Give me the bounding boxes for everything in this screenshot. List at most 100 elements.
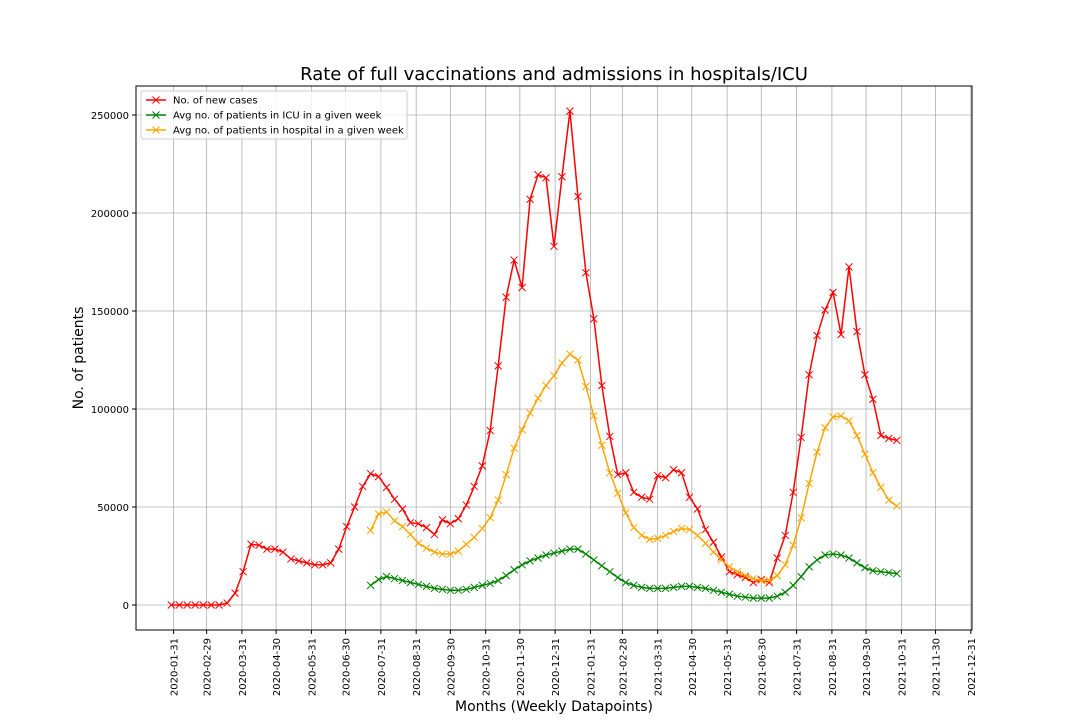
data-point: [869, 395, 877, 404]
x-tick-label: 2020-10-31: [482, 638, 493, 696]
y-tick-label: 100000: [91, 405, 129, 416]
data-point: [845, 263, 853, 271]
data-point: [374, 575, 383, 584]
data-point: [366, 581, 375, 590]
data-point: [398, 522, 407, 531]
data-point: [605, 468, 614, 477]
data-point: [302, 559, 311, 567]
data-point: [526, 409, 534, 417]
data-point: [693, 505, 702, 513]
data-point: [215, 601, 223, 609]
data-point: [191, 601, 200, 609]
data-point: [645, 584, 654, 593]
data-point: [709, 538, 718, 547]
data-point: [446, 550, 455, 558]
data-point: [454, 514, 463, 523]
data-point: [502, 571, 511, 580]
data-point: [326, 559, 335, 567]
legend-marker: [152, 126, 160, 134]
data-point: [829, 412, 837, 421]
plot-frame: [135, 85, 973, 631]
data-point: [566, 350, 574, 358]
data-point: [422, 523, 431, 532]
data-point: [574, 192, 582, 201]
data-point: [414, 519, 423, 528]
data-point: [494, 496, 503, 505]
data-point: [869, 468, 877, 477]
data-point: [892, 569, 901, 578]
data-point: [725, 562, 734, 571]
x-tick-label: 2020-03-31: [238, 638, 249, 696]
data-point: [797, 433, 806, 442]
y-tick-label: 200000: [91, 209, 129, 220]
x-tick-label: 2020-07-31: [377, 638, 388, 696]
data-point: [805, 479, 813, 488]
data-point: [438, 585, 447, 594]
x-axis-label: Months (Weekly Datapoints): [455, 699, 653, 715]
data-point: [781, 588, 790, 597]
data-point: [542, 381, 550, 390]
x-tick-label: 2021-11-30: [932, 638, 943, 696]
data-point: [398, 505, 407, 513]
data-point: [629, 581, 638, 590]
data-point: [430, 548, 439, 556]
data-point: [502, 293, 511, 302]
x-tick-label: 2021-04-30: [688, 638, 699, 696]
data-point: [653, 471, 662, 480]
data-point: [422, 544, 431, 553]
data-point: [773, 592, 782, 601]
data-point: [334, 545, 343, 554]
data-point: [661, 531, 670, 540]
x-tick-label: 2021-10-31: [897, 638, 908, 696]
data-point: [590, 556, 598, 564]
data-point: [199, 601, 208, 609]
data-point: [645, 535, 654, 544]
data-point: [318, 560, 327, 569]
data-point: [382, 483, 391, 492]
data-point: [550, 549, 558, 557]
data-point: [494, 576, 503, 585]
data-point: [382, 572, 391, 581]
data-point: [877, 567, 885, 576]
data-point: [861, 450, 869, 458]
data-point: [733, 567, 742, 576]
data-point: [845, 554, 853, 562]
y-tick-label: 50000: [97, 503, 129, 514]
legend-label: No. of new cases: [173, 96, 258, 107]
data-point: [255, 541, 263, 550]
data-point: [765, 594, 774, 603]
data-point: [542, 551, 550, 559]
legend-label: Avg no. of patients in hospital in a giv…: [173, 126, 404, 137]
data-point: [669, 465, 678, 474]
x-tick-label: 2020-01-31: [170, 638, 181, 696]
data-point: [590, 314, 598, 323]
data-point: [518, 283, 526, 292]
data-point: [342, 522, 351, 531]
data-point: [629, 488, 638, 497]
data-point: [797, 572, 806, 581]
data-point: [892, 436, 901, 445]
data-point: [749, 574, 758, 583]
data-point: [821, 551, 829, 559]
data-point: [486, 513, 495, 522]
data-point: [605, 432, 614, 441]
data-point: [789, 488, 798, 497]
data-point: [183, 601, 192, 609]
data-point: [247, 540, 255, 549]
data-point: [621, 509, 630, 517]
data-point: [597, 561, 606, 570]
data-point: [837, 551, 845, 559]
data-point: [605, 567, 614, 576]
data-point: [861, 563, 869, 572]
data-point: [613, 470, 622, 479]
data-point: [797, 513, 806, 522]
x-tick-label: 2020-09-30: [446, 638, 457, 696]
data-point: [582, 382, 590, 391]
data-point: [709, 548, 718, 556]
data-point: [885, 496, 893, 505]
data-point: [597, 381, 606, 390]
data-point: [494, 362, 503, 370]
data-point: [534, 170, 542, 179]
x-tick-label: 2021-12-31: [967, 638, 978, 696]
